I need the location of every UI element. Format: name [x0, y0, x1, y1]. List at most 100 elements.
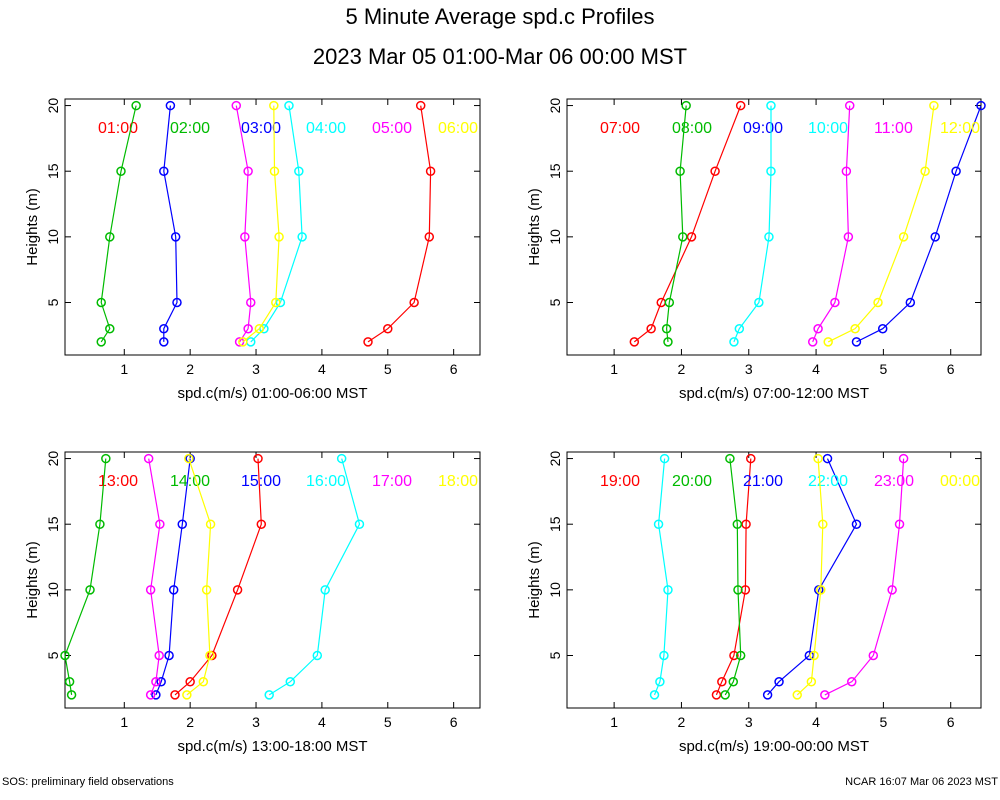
- legend-label: 11:00: [874, 120, 913, 137]
- x-axis-label: spd.c(m/s) 01:00-06:00 MST: [177, 385, 367, 402]
- data-point: [274, 232, 284, 242]
- data-point: [649, 690, 660, 700]
- data-point: [898, 232, 909, 242]
- data-point: [720, 690, 730, 700]
- data-point: [101, 453, 111, 464]
- plot-frame: [64, 451, 481, 709]
- data-point: [177, 519, 188, 529]
- x-tick-label: 1: [120, 714, 128, 730]
- data-point: [734, 323, 745, 334]
- y-tick-label: 10: [547, 582, 563, 598]
- legend-label: 01:00: [98, 120, 138, 137]
- series-line-1400: [64, 458, 107, 695]
- data-point: [675, 166, 685, 176]
- series-line-0000: [796, 458, 824, 696]
- series-line-0200: [100, 105, 137, 343]
- data-point: [312, 650, 323, 661]
- y-axis-label: Heights (m): [526, 188, 543, 266]
- data-point: [363, 337, 373, 347]
- y-tick-label: 10: [45, 582, 61, 598]
- legend-label: 03:00: [241, 120, 281, 137]
- data-point: [653, 519, 664, 529]
- data-point: [424, 232, 435, 242]
- data-point: [663, 337, 673, 347]
- data-point: [156, 676, 166, 687]
- data-point: [976, 100, 986, 111]
- y-axis-label: Heights (m): [24, 541, 41, 619]
- data-point: [243, 323, 253, 334]
- data-point: [816, 585, 826, 595]
- data-point: [154, 650, 164, 661]
- x-tick-label: 3: [252, 714, 260, 730]
- legend-label: 07:00: [600, 120, 640, 137]
- y-tick-label: 5: [547, 298, 563, 306]
- data-point: [409, 297, 419, 308]
- data-point: [851, 519, 862, 529]
- series-line-0300: [163, 105, 178, 342]
- data-point: [809, 650, 819, 661]
- series-line-1800: [186, 458, 212, 696]
- legend-label: 14:00: [170, 473, 210, 490]
- legend-label: 09:00: [743, 120, 783, 137]
- legend-label: 02:00: [170, 120, 210, 137]
- chart-panel-3: 1 2 3 4 5 6 5 10 15 20 spd.c(m/s) 13:00-18:00 MST H…: [24, 451, 481, 755]
- legend-label: 13:00: [98, 473, 138, 490]
- data-point: [664, 297, 675, 308]
- data-point: [813, 453, 823, 464]
- x-tick-label: 6: [450, 361, 458, 377]
- series-line-0700: [633, 105, 742, 343]
- data-point: [354, 519, 365, 529]
- x-tick-label: 6: [947, 714, 955, 730]
- data-point: [105, 323, 115, 334]
- x-tick-label: 3: [252, 361, 260, 377]
- data-point: [151, 676, 161, 687]
- plot-frame: [64, 98, 481, 356]
- data-point: [170, 690, 180, 700]
- data-point: [60, 650, 70, 661]
- data-point: [96, 297, 106, 308]
- plot-frame: [566, 451, 982, 709]
- data-point: [887, 585, 897, 595]
- legend-label: 22:00: [808, 473, 848, 490]
- data-point: [920, 166, 930, 176]
- x-tick-label: 2: [678, 361, 686, 377]
- legend-label: 06:00: [438, 120, 478, 137]
- series-line-0100: [367, 105, 432, 343]
- data-point: [678, 232, 688, 242]
- data-point: [710, 166, 720, 176]
- data-point: [843, 232, 854, 242]
- y-tick-label: 10: [547, 229, 563, 245]
- data-point: [383, 323, 393, 334]
- series-line-0400: [250, 105, 303, 343]
- data-point: [172, 297, 182, 308]
- data-point: [806, 676, 817, 687]
- data-point: [243, 166, 253, 176]
- data-point: [659, 650, 669, 661]
- data-point: [269, 100, 279, 111]
- data-point: [728, 676, 739, 687]
- data-point: [735, 650, 746, 661]
- chart-subtitle: 2023 Mar 05 01:00-Mar 06 00:00 MST: [312, 44, 688, 69]
- series-line-2300: [824, 458, 905, 696]
- y-tick-label: 15: [547, 163, 563, 179]
- x-tick-label: 2: [186, 361, 194, 377]
- data-point: [813, 323, 823, 334]
- legend-label: 21:00: [743, 473, 783, 490]
- data-point: [145, 585, 156, 595]
- data-point: [894, 519, 905, 529]
- series-line-1300: [174, 458, 262, 696]
- data-point: [159, 337, 169, 347]
- legend-label: 08:00: [672, 120, 712, 137]
- data-point: [877, 323, 888, 334]
- series-line-2100: [767, 458, 858, 696]
- data-point: [240, 232, 250, 242]
- series-line-1200: [827, 105, 935, 343]
- data-point: [725, 453, 735, 464]
- data-point: [168, 585, 179, 595]
- x-tick-label: 6: [947, 361, 955, 377]
- data-point: [232, 585, 243, 595]
- series-line-0500: [235, 105, 252, 343]
- data-point: [182, 690, 192, 700]
- legend-label: 18:00: [438, 473, 478, 490]
- y-tick-label: 5: [45, 298, 61, 306]
